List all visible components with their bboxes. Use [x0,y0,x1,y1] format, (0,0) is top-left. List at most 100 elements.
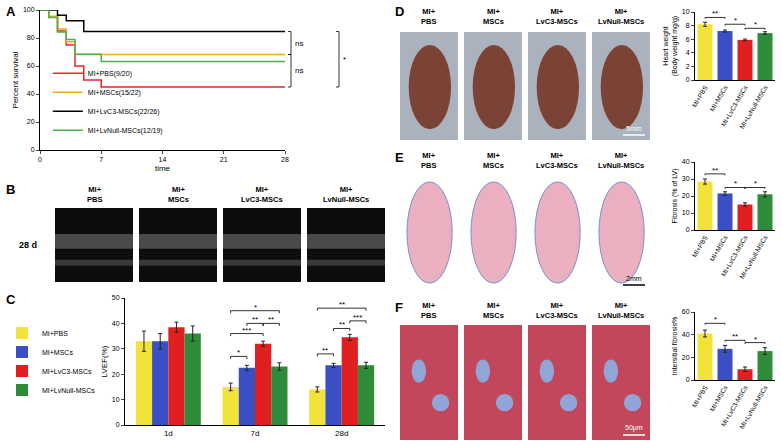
svg-text:**: ** [339,320,345,329]
svg-text:40: 40 [682,158,690,165]
svg-text:14: 14 [159,156,167,163]
svg-text:MI+PBS: MI+PBS [87,185,102,204]
svg-text:0: 0 [686,226,690,233]
svg-text:**: ** [268,315,274,324]
svg-text:B: B [6,182,15,197]
svg-text:MI+LvC3-MSCs: MI+LvC3-MSCs [536,151,578,170]
svg-text:**: ** [339,300,345,309]
svg-text:7d: 7d [251,429,260,438]
svg-text:***: *** [242,326,251,335]
svg-text:MI+PBS: MI+PBS [42,330,68,337]
svg-text:*: * [714,315,717,324]
svg-text:*: * [254,303,257,312]
svg-text:*: * [754,179,757,188]
svg-text:20: 20 [682,192,690,199]
svg-text:8: 8 [686,22,690,29]
svg-text:30: 30 [682,175,690,182]
svg-text:MI+PBS: MI+PBS [421,301,436,320]
svg-text:MI+PBS(9/20): MI+PBS(9/20) [88,70,132,78]
svg-text:time: time [155,164,171,173]
svg-text:MI+LvNull-MSCs: MI+LvNull-MSCs [598,151,644,170]
svg-text:**: ** [712,9,718,18]
svg-text:4: 4 [686,49,690,56]
svg-text:2mm: 2mm [626,275,642,282]
svg-text:D: D [395,4,404,19]
svg-text:0: 0 [686,376,690,383]
svg-text:20: 20 [682,354,690,361]
svg-text:MI+MSCs: MI+MSCs [708,384,729,413]
svg-text:*: * [343,55,346,64]
svg-text:MI+MSCs: MI+MSCs [708,84,729,113]
svg-text:10: 10 [112,396,120,403]
svg-text:5mm: 5mm [626,125,642,132]
svg-text:Intersitial fibrosis%: Intersitial fibrosis% [671,317,678,375]
svg-text:MI+MSCs: MI+MSCs [168,185,189,204]
svg-text:**: ** [732,332,738,341]
svg-text:MI+PBS: MI+PBS [421,7,436,26]
svg-text:LVEF(%): LVEF(%) [100,345,109,377]
svg-text:28 d: 28 d [19,240,37,250]
svg-text:MI+LvNull-MSCs: MI+LvNull-MSCs [42,387,95,394]
svg-text:60: 60 [27,62,35,69]
svg-text:MI+MSCs: MI+MSCs [483,151,504,170]
svg-text:2: 2 [686,63,690,70]
svg-text:50μm: 50μm [625,424,643,432]
svg-text:**: ** [712,166,718,175]
svg-text:10: 10 [682,8,690,15]
svg-text:E: E [395,150,404,165]
svg-text:MI+LvC3-MSCs: MI+LvC3-MSCs [536,7,578,26]
svg-text:MI+MSCs(15/22): MI+MSCs(15/22) [88,89,141,97]
svg-text:MI+LvC3-MSCs: MI+LvC3-MSCs [720,84,749,128]
svg-text:Fibrosis (% of LV): Fibrosis (% of LV) [671,168,679,223]
svg-text:MI+LvC3-MSCs(22/26): MI+LvC3-MSCs(22/26) [88,108,160,116]
svg-text:*: * [754,20,757,29]
svg-text:*: * [734,179,737,188]
svg-text:20: 20 [112,371,120,378]
svg-text:**: ** [322,346,328,355]
svg-text:40: 40 [682,331,690,338]
svg-text:MI+LvNull-MSCs: MI+LvNull-MSCs [598,301,644,320]
svg-text:MI+MSCs: MI+MSCs [42,349,73,356]
svg-text:ns: ns [295,66,303,75]
svg-text:28d: 28d [335,429,348,438]
svg-text:10: 10 [682,209,690,216]
svg-text:60: 60 [682,308,690,315]
svg-text:20: 20 [27,118,35,125]
svg-text:30: 30 [112,345,120,352]
svg-text:MI+PBS: MI+PBS [691,234,709,259]
svg-text:40: 40 [112,320,120,327]
svg-text:**: ** [252,315,258,324]
svg-text:ns: ns [295,39,303,48]
svg-text:MI+LvNull-MSCs: MI+LvNull-MSCs [738,84,769,131]
svg-text:100: 100 [23,6,35,13]
svg-text:A: A [6,4,16,19]
svg-text:MI+LvC3-MSCs: MI+LvC3-MSCs [42,368,92,375]
svg-text:*: * [237,348,240,357]
svg-text:MI+PBS: MI+PBS [421,151,436,170]
svg-text:*: * [734,16,737,25]
svg-text:MI+PBS: MI+PBS [691,384,709,409]
svg-text:6: 6 [686,36,690,43]
svg-text:MI+MSCs: MI+MSCs [483,7,504,26]
svg-text:7: 7 [99,156,103,163]
svg-text:MI+LvC3-MSCs: MI+LvC3-MSCs [241,185,283,204]
svg-text:50: 50 [112,294,120,301]
svg-text:0: 0 [38,156,42,163]
svg-text:Heart weight(Body weight mg/g): Heart weight(Body weight mg/g) [662,16,679,76]
svg-text:0: 0 [116,421,120,428]
svg-text:MI+PBS: MI+PBS [691,84,709,109]
svg-text:Percent survival: Percent survival [11,51,20,108]
svg-text:MI+LvNull-MSCs: MI+LvNull-MSCs [738,384,769,431]
svg-text:MI+MSCs: MI+MSCs [483,301,504,320]
svg-text:MI+MSCs: MI+MSCs [708,234,729,263]
svg-text:0: 0 [31,146,35,153]
svg-text:C: C [6,292,16,307]
svg-text:MI+LvNull-MSCs: MI+LvNull-MSCs [738,234,769,281]
svg-text:28: 28 [281,156,289,163]
svg-text:40: 40 [27,90,35,97]
svg-text:MI+LvC3-MSCs: MI+LvC3-MSCs [720,234,749,278]
svg-text:*: * [754,335,757,344]
svg-text:F: F [395,300,403,315]
svg-text:80: 80 [27,34,35,41]
svg-text:***: *** [353,313,362,322]
